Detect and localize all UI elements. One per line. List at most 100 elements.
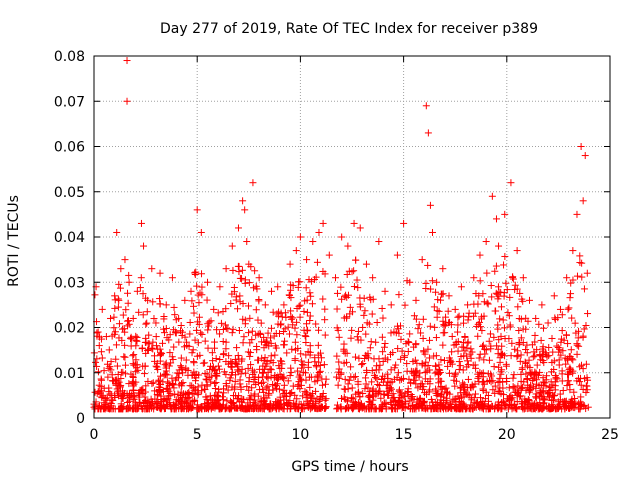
data-point [539,324,547,332]
data-point [460,319,468,327]
data-point [531,331,539,339]
data-point [121,328,129,336]
data-point [190,368,198,376]
data-point [112,341,120,349]
data-point-peak [492,215,500,223]
data-point-peak [216,283,224,291]
data-point [444,362,452,370]
data-point [475,292,483,300]
data-point [251,390,259,398]
data-point [132,368,140,376]
y-axis-label: ROTI / TECUs [6,195,22,287]
data-point [456,397,464,405]
data-point [133,333,141,341]
data-point [494,295,502,303]
data-point [362,380,370,388]
data-point [387,400,395,408]
data-point [395,291,403,299]
data-point [471,390,479,398]
data-point [180,402,188,410]
data-point [341,385,349,393]
data-point [333,305,341,313]
data-point-peak [464,301,472,309]
data-point [340,314,348,322]
data-point [175,366,183,374]
data-point [211,391,219,399]
data-point [518,365,526,373]
data-point [507,395,515,403]
data-point [555,356,563,364]
data-point [379,358,387,366]
data-point [156,357,164,365]
data-point [169,355,177,363]
data-point [155,376,163,384]
data-point-peak [181,296,189,304]
data-point-peak [121,256,129,264]
data-point [574,334,582,342]
data-point [548,334,556,342]
data-point-peak [400,219,408,227]
data-point [302,284,310,292]
data-point [243,383,251,391]
data-point [529,402,537,410]
data-point [426,336,434,344]
data-point-peak [315,228,323,236]
data-point [165,387,173,395]
data-point [514,389,522,397]
data-point [217,319,225,327]
data-point [491,267,499,275]
data-point [377,394,385,402]
data-point [129,373,137,381]
data-point [427,285,435,293]
data-point [361,385,369,393]
data-point [91,291,99,299]
data-point [230,288,238,296]
data-point [150,315,158,323]
data-point-peak [187,287,195,295]
data-point [502,362,510,370]
data-point [103,360,111,368]
data-point [316,404,324,412]
data-point [543,372,551,380]
data-point-peak [381,287,389,295]
data-point-peak [94,328,102,336]
data-point [526,403,534,411]
data-point [415,321,423,329]
data-point [165,336,173,344]
data-point [228,329,236,337]
data-point [228,363,236,371]
data-point [430,303,438,311]
data-point [231,378,239,386]
data-point [280,341,288,349]
data-point [410,312,418,320]
data-point [582,360,590,368]
data-point [477,394,485,402]
data-point [222,370,230,378]
data-point [306,316,314,324]
data-point [524,317,532,325]
data-point [492,289,500,297]
data-point [251,267,259,275]
data-point [380,399,388,407]
data-point [261,354,269,362]
data-point [552,405,560,413]
data-point [490,333,498,341]
data-point [204,405,212,413]
data-point-peak [344,242,352,250]
data-point [550,357,558,365]
data-point-peak [433,278,441,286]
data-point [576,252,584,260]
data-point [380,391,388,399]
data-point [461,386,469,394]
data-point [128,335,136,343]
data-point [539,405,547,413]
data-point [210,338,218,346]
data-point [306,289,314,297]
data-point-peak [513,247,521,255]
data-point [215,365,223,373]
data-point [260,388,268,396]
data-point [140,370,148,378]
data-point [258,369,266,377]
data-point [273,376,281,384]
data-point [214,362,222,370]
